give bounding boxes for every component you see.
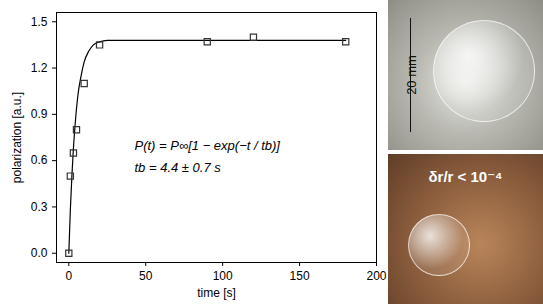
svg-text:50: 50	[139, 269, 153, 283]
svg-text:1.2: 1.2	[31, 61, 48, 75]
svg-text:time [s]: time [s]	[197, 286, 236, 300]
html-text:20 mm: 20 mm	[404, 55, 420, 95]
svg-text:1.5: 1.5	[31, 15, 48, 29]
svg-text:100: 100	[213, 269, 233, 283]
svg-text:tb = 4.4 ± 0.7 s: tb = 4.4 ± 0.7 s	[135, 160, 222, 175]
svg-text:0.6: 0.6	[31, 153, 48, 167]
svg-text:P(t) = P∞[1 − exp(−t / tb)]: P(t) = P∞[1 − exp(−t / tb)]	[135, 138, 281, 153]
svg-text:0: 0	[65, 269, 72, 283]
svg-text:polarization [a.u.]: polarization [a.u.]	[10, 92, 24, 183]
html-text:δr/r < 10⁻⁴: δr/r < 10⁻⁴	[428, 168, 503, 185]
svg-text:200: 200	[366, 269, 386, 283]
svg-text:0.0: 0.0	[31, 246, 48, 260]
svg-text:0.9: 0.9	[31, 107, 48, 121]
svg-text:150: 150	[290, 269, 310, 283]
svg-text:0.3: 0.3	[31, 200, 48, 214]
